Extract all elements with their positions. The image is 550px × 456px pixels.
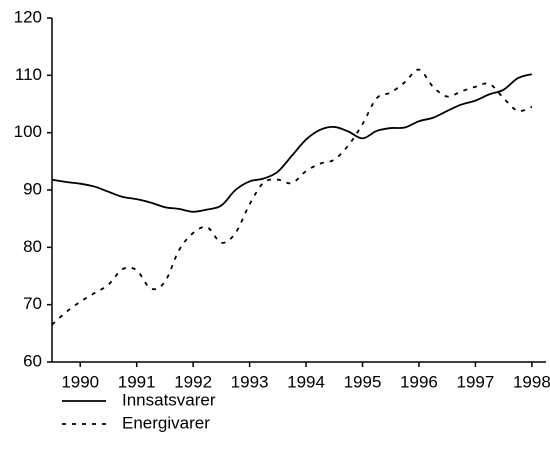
legend-label: Innsatsvarer [122, 390, 216, 409]
y-tick-label: 110 [15, 65, 42, 84]
x-tick-label: 1990 [61, 372, 99, 391]
x-tick-label: 1994 [287, 372, 325, 391]
y-tick-label: 80 [23, 237, 42, 256]
y-tick-label: 120 [14, 7, 42, 26]
y-tick-label: 70 [23, 294, 42, 313]
y-tick-label: 60 [23, 351, 42, 370]
x-tick-label: 1996 [400, 372, 438, 391]
x-tick-label: 1997 [457, 372, 495, 391]
legend-label: Energivarer [122, 413, 210, 432]
x-tick-label: 1993 [231, 372, 269, 391]
x-tick-label: 1992 [174, 372, 212, 391]
x-tick-label: 1991 [118, 372, 156, 391]
series-line [51, 73, 533, 213]
x-tick-label: 1998 [513, 372, 550, 391]
y-tick-label: 90 [23, 179, 42, 198]
x-tick-label: 1995 [344, 372, 382, 391]
series-line [51, 68, 533, 326]
y-tick-label: 100 [14, 122, 42, 141]
